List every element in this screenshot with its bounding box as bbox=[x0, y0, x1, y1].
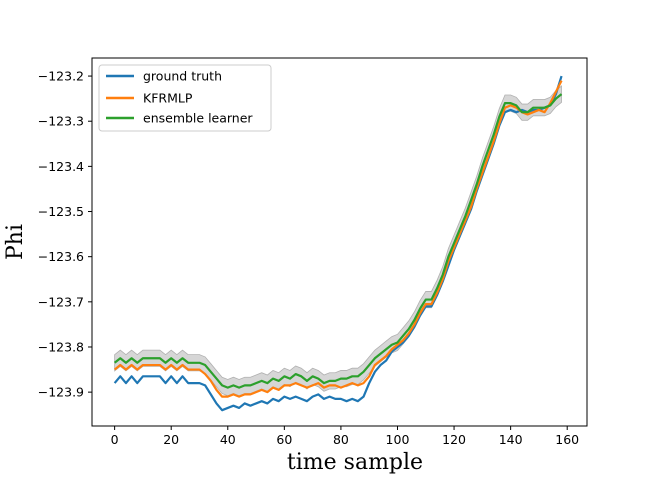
legend-label-kfrmlp: KFRMLP bbox=[143, 91, 193, 106]
legend-label-ground-truth: ground truth bbox=[143, 69, 222, 84]
legend-box bbox=[98, 64, 272, 132]
x-tick-label: 0 bbox=[111, 432, 119, 447]
y-axis-label: Phi bbox=[3, 224, 28, 260]
x-tick-label: 20 bbox=[163, 432, 179, 447]
y-tick-label: −123.8 bbox=[38, 339, 84, 354]
x-tick-label: 100 bbox=[386, 432, 410, 447]
x-axis: 0 20 40 60 80 100 120 140 160 bbox=[111, 426, 579, 447]
y-tick-label: −123.5 bbox=[38, 204, 84, 219]
y-axis: −123.9 −123.8 −123.7 −123.6 −123.5 −123.4 −123… bbox=[38, 69, 92, 400]
x-axis-label: time sample bbox=[287, 450, 423, 475]
y-tick-label: −123.7 bbox=[38, 294, 84, 309]
x-tick-label: 160 bbox=[555, 432, 579, 447]
y-tick-label: −123.3 bbox=[38, 114, 84, 129]
x-tick-label: 80 bbox=[333, 432, 349, 447]
x-tick-label: 40 bbox=[220, 432, 236, 447]
x-tick-label: 120 bbox=[442, 432, 466, 447]
legend-label-ensemble-learner: ensemble learner bbox=[143, 111, 253, 126]
y-tick-label: −123.9 bbox=[38, 385, 84, 400]
y-tick-label: −123.2 bbox=[38, 69, 84, 84]
series-line-ensemble-learner bbox=[113, 93, 563, 389]
y-tick-label: −123.4 bbox=[38, 159, 84, 174]
y-tick-label: −123.6 bbox=[38, 249, 84, 264]
plot-frame bbox=[91, 57, 588, 427]
x-tick-label: 60 bbox=[276, 432, 292, 447]
series-line-kfrmlp bbox=[113, 80, 563, 398]
legend: ground truth KFRMLP ensemble learner bbox=[98, 64, 272, 132]
series-layer bbox=[113, 75, 563, 412]
x-tick-label: 140 bbox=[499, 432, 523, 447]
